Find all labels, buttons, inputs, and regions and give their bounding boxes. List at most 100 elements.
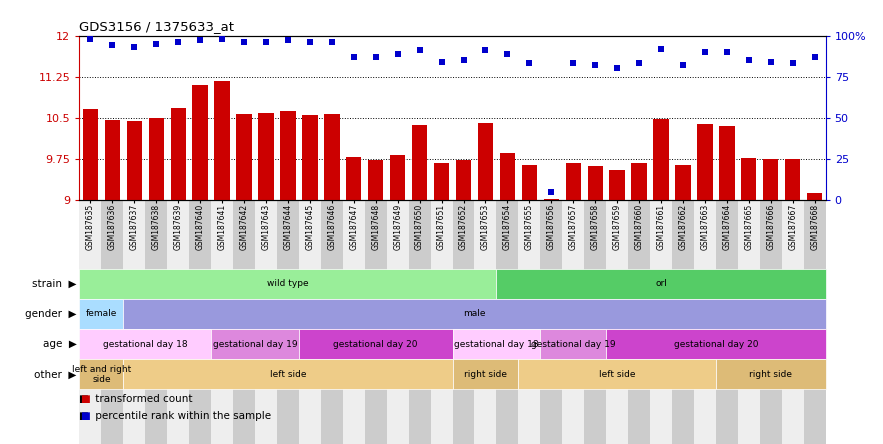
Bar [500, 153, 515, 200]
Point [632, 60, 646, 67]
Text: left side: left side [599, 370, 636, 379]
Bar [741, 158, 757, 200]
Bar [368, 160, 383, 200]
Point [281, 37, 295, 44]
Point [434, 58, 449, 65]
Text: gestational day 19: gestational day 19 [531, 340, 615, 349]
Bar [324, 114, 340, 200]
Point [171, 39, 185, 46]
Bar [102, 200, 124, 444]
Bar [759, 200, 781, 444]
Text: gestational day 20: gestational day 20 [334, 340, 418, 349]
Bar [694, 200, 716, 444]
Point [193, 37, 208, 44]
Text: ■  percentile rank within the sample: ■ percentile rank within the sample [79, 411, 272, 421]
Bar [146, 200, 167, 444]
Text: wild type: wild type [268, 279, 309, 288]
Bar [650, 200, 672, 444]
Point [808, 53, 822, 60]
Point [412, 47, 426, 54]
Bar [675, 165, 691, 200]
Point [675, 62, 690, 69]
Point [522, 60, 536, 67]
Bar [496, 200, 518, 444]
Text: female: female [86, 309, 117, 318]
Bar [126, 121, 142, 200]
Bar [255, 200, 277, 444]
Text: gestational day 18: gestational day 18 [103, 340, 187, 349]
Bar [215, 81, 230, 200]
Point [149, 40, 163, 48]
Text: other  ▶: other ▶ [34, 369, 77, 379]
Point [544, 188, 558, 195]
Bar [672, 200, 694, 444]
Text: gestational day 18: gestational day 18 [454, 340, 539, 349]
Bar [565, 163, 581, 200]
Bar [562, 200, 585, 444]
Bar [804, 200, 826, 444]
Text: left side: left side [269, 370, 306, 379]
Point [654, 45, 668, 52]
Bar [412, 125, 427, 200]
Bar [189, 200, 211, 444]
Point [303, 39, 317, 46]
Bar [105, 120, 120, 200]
Bar [277, 200, 299, 444]
Bar [409, 200, 431, 444]
Point [237, 39, 251, 46]
Point [83, 35, 97, 42]
Bar [738, 200, 759, 444]
Point [347, 53, 361, 60]
Bar [478, 123, 493, 200]
Text: gestational day 20: gestational day 20 [674, 340, 758, 349]
Bar [346, 157, 361, 200]
Bar [474, 200, 496, 444]
Point [259, 39, 273, 46]
Point [390, 50, 404, 57]
Text: ■  transformed count: ■ transformed count [79, 394, 193, 404]
Bar [148, 118, 164, 200]
Bar [781, 200, 804, 444]
Bar [631, 163, 646, 200]
Bar [302, 115, 318, 200]
Point [215, 35, 230, 42]
Bar [192, 85, 208, 200]
Bar [544, 199, 559, 200]
Text: gender  ▶: gender ▶ [26, 309, 77, 319]
Bar [716, 200, 738, 444]
Point [720, 48, 734, 56]
Point [786, 60, 800, 67]
Point [501, 50, 515, 57]
Point [588, 62, 602, 69]
Text: gestational day 19: gestational day 19 [213, 340, 298, 349]
Bar [518, 200, 540, 444]
Bar [698, 124, 713, 200]
Point [127, 44, 141, 51]
Bar [390, 155, 405, 200]
Bar [365, 200, 387, 444]
Point [325, 39, 339, 46]
Point [479, 47, 493, 54]
Bar [79, 200, 102, 444]
Bar [763, 159, 779, 200]
Bar [321, 200, 343, 444]
Text: male: male [464, 309, 486, 318]
Bar [606, 200, 628, 444]
Point [457, 56, 471, 63]
Bar [233, 200, 255, 444]
Text: ■: ■ [80, 394, 90, 404]
Bar [280, 111, 296, 200]
Point [764, 58, 778, 65]
Point [369, 53, 383, 60]
Bar [387, 200, 409, 444]
Bar [237, 114, 252, 200]
Bar [431, 200, 453, 444]
Bar [522, 165, 537, 200]
Bar [628, 200, 650, 444]
Bar [343, 200, 365, 444]
Bar [609, 170, 625, 200]
Bar [785, 159, 800, 200]
Text: right side: right side [750, 370, 792, 379]
Bar [540, 200, 562, 444]
Bar [456, 160, 472, 200]
